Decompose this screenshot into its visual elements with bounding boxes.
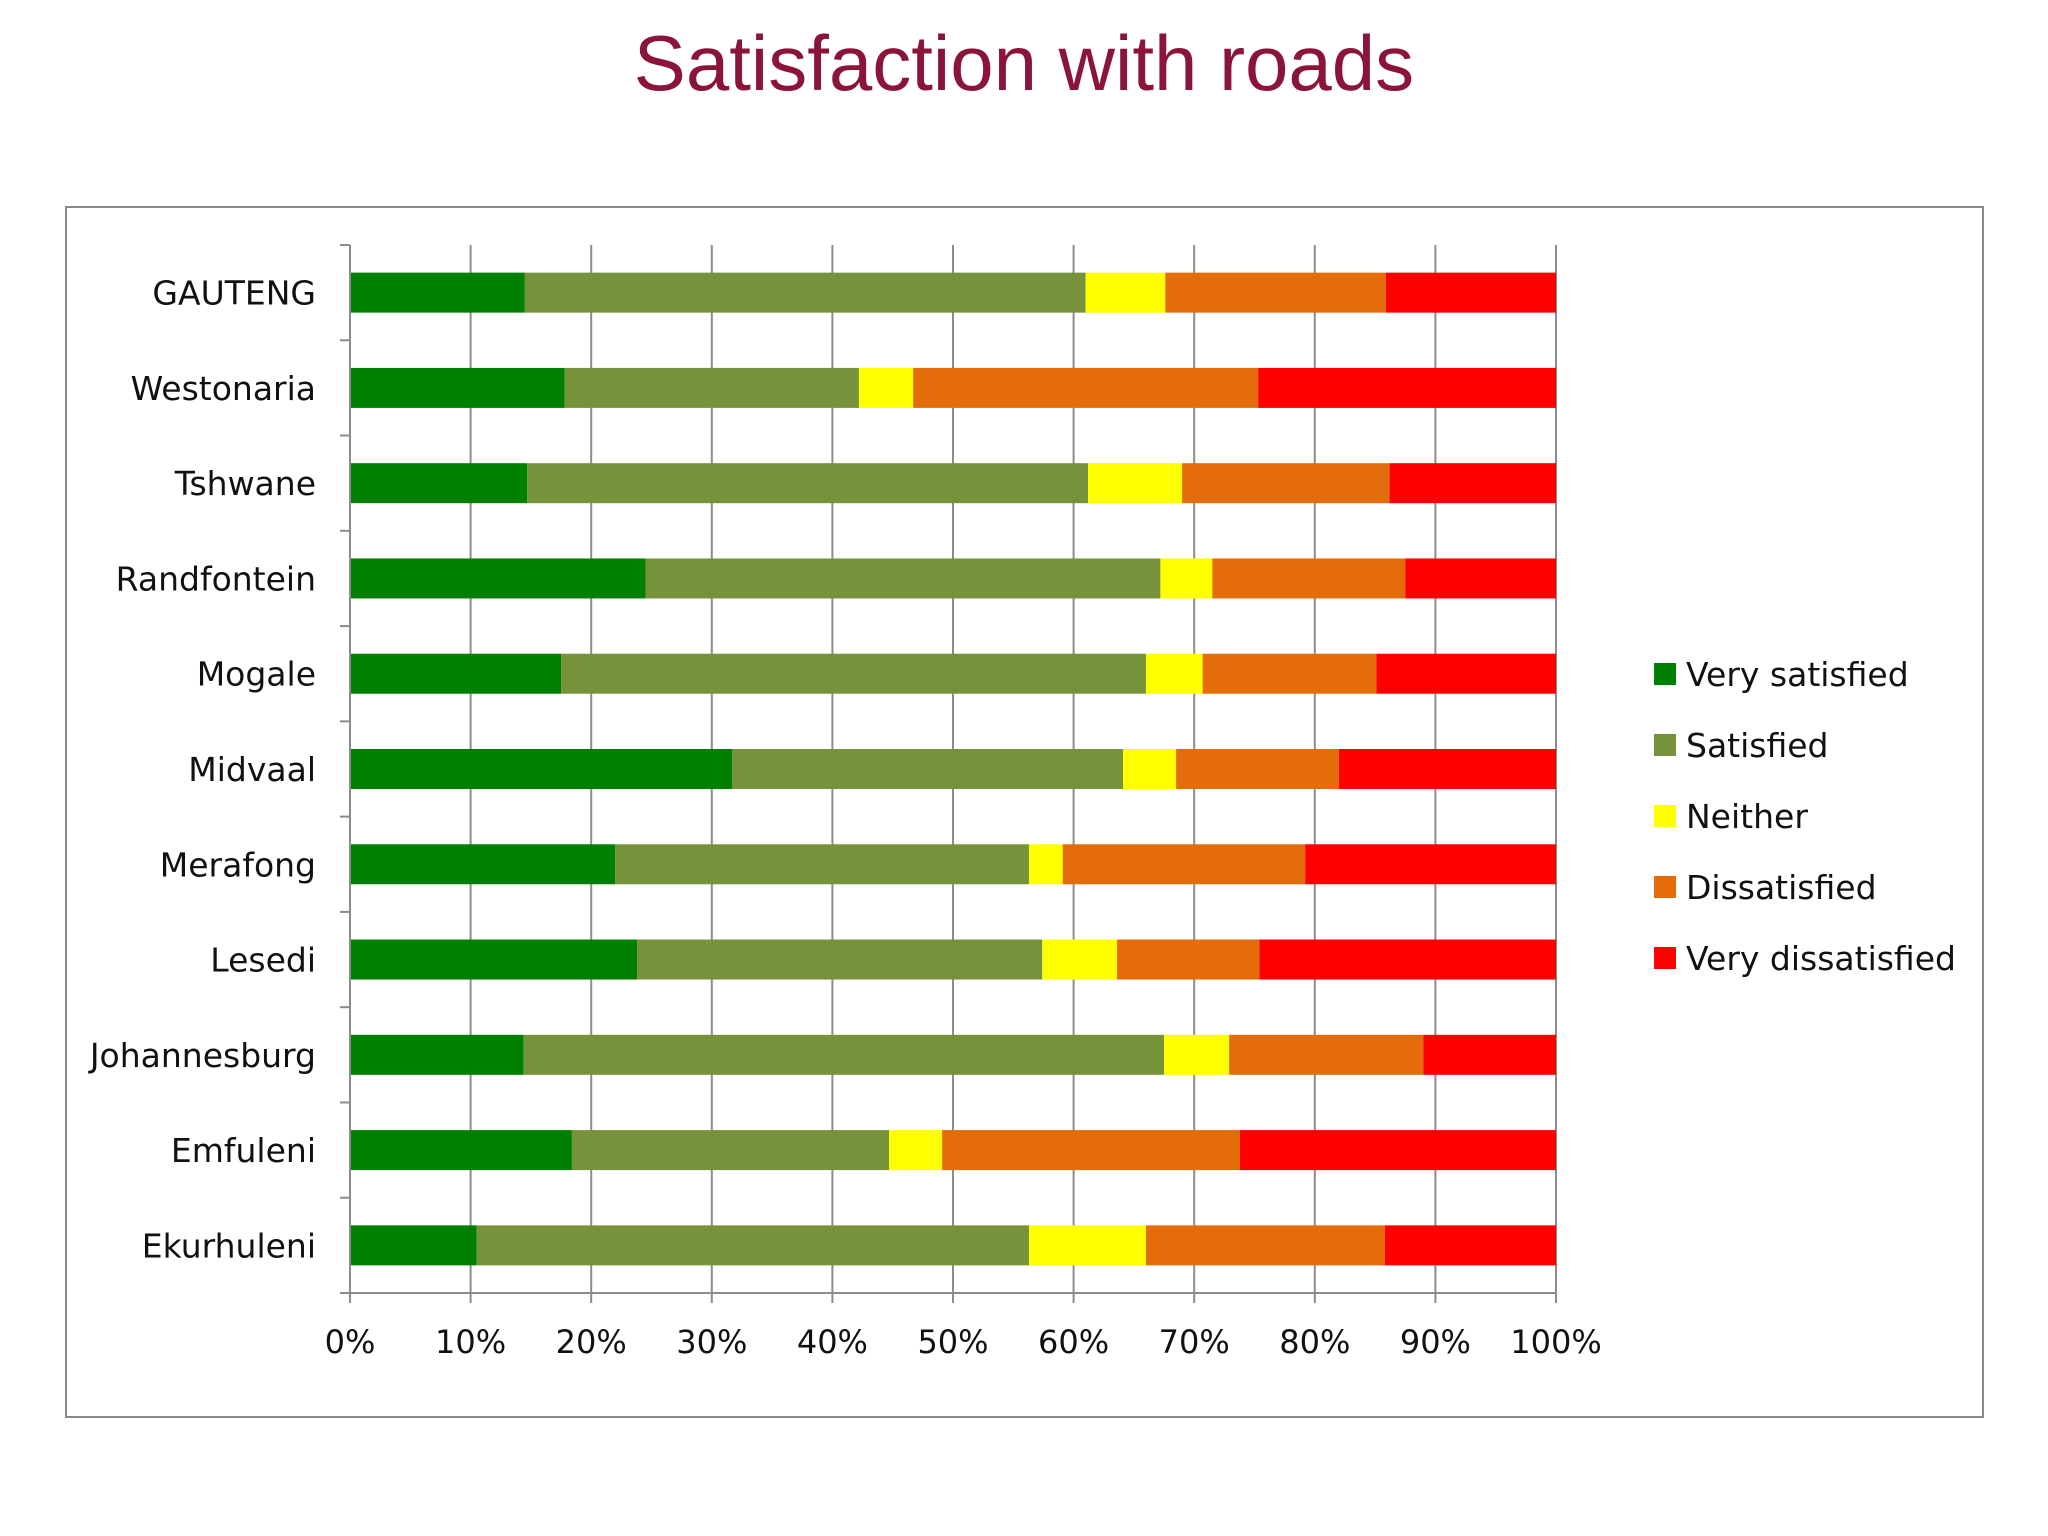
bar-segment xyxy=(350,1130,572,1171)
bar-segment xyxy=(942,1130,1241,1171)
legend-label: Satisfied xyxy=(1686,726,1829,765)
legend-label: Very dissatisfied xyxy=(1686,939,1956,978)
bar-segment xyxy=(1145,653,1203,694)
bar-segment xyxy=(1028,844,1063,885)
bar-segment xyxy=(1085,272,1166,313)
legend-swatch xyxy=(1654,805,1676,827)
category-label: Lesedi xyxy=(210,941,316,980)
legend: Very satisfied Satisfied Neither Dissatisfi… xyxy=(1654,655,1956,978)
x-tick-label: 90% xyxy=(1400,1323,1471,1361)
axes xyxy=(340,244,1557,1303)
bar-segment xyxy=(1164,1034,1230,1075)
bar-segment xyxy=(350,653,562,694)
x-tick-label: 40% xyxy=(797,1323,868,1361)
bar-segment xyxy=(350,1225,477,1266)
bar-segment xyxy=(350,367,565,408)
x-tick-label: 10% xyxy=(435,1323,506,1361)
bar-segment xyxy=(1042,939,1118,980)
legend-swatch xyxy=(1654,947,1676,969)
category-label: Ekurhuleni xyxy=(142,1226,316,1265)
bar-segment xyxy=(1305,844,1556,885)
category-label: Merafong xyxy=(160,845,316,884)
bar-segment xyxy=(1259,939,1556,980)
bar-segment xyxy=(1405,558,1556,599)
bar-segment xyxy=(1384,1225,1556,1266)
bar-segment xyxy=(1240,1130,1556,1171)
category-label: Emfuleni xyxy=(171,1131,316,1170)
bar-segment xyxy=(350,1034,524,1075)
category-labels: GAUTENG Westonaria Tshwane Randfontein Mogal… xyxy=(88,274,316,1266)
category-label: Westonaria xyxy=(131,369,316,408)
bar-segment xyxy=(637,939,1043,980)
bar-segment xyxy=(1062,844,1306,885)
category-label: Randfontein xyxy=(116,559,316,598)
bar-segment xyxy=(913,367,1259,408)
bar-segment xyxy=(645,558,1161,599)
category-label: Mogale xyxy=(197,655,316,694)
x-tick-label: 0% xyxy=(325,1323,376,1361)
bar-segment xyxy=(1376,653,1556,694)
bar-segment xyxy=(524,272,1086,313)
bar-segment xyxy=(561,653,1146,694)
bar-segment xyxy=(1338,749,1556,789)
legend-swatch xyxy=(1654,734,1676,756)
bar-segment xyxy=(564,367,859,408)
legend-label: Very satisfied xyxy=(1686,655,1909,694)
bar-segment xyxy=(858,367,914,408)
bar-segment xyxy=(1160,558,1213,599)
bar-segment xyxy=(350,272,525,313)
bar-segment xyxy=(1258,367,1556,408)
legend-swatch xyxy=(1654,876,1676,898)
bar-segment xyxy=(1145,1225,1385,1266)
bar-segment xyxy=(527,463,1089,504)
bar-segment xyxy=(571,1130,890,1171)
bar-segment xyxy=(1123,749,1177,789)
bar-segment xyxy=(1028,1225,1146,1266)
x-tick-label: 60% xyxy=(1038,1323,1109,1361)
bar-segment xyxy=(350,844,616,885)
bar-segment xyxy=(889,1130,943,1171)
bar-segment xyxy=(1117,939,1260,980)
bar-segment xyxy=(1389,463,1556,504)
page-title: Satisfaction with roads xyxy=(633,19,1415,107)
category-label: GAUTENG xyxy=(152,274,316,313)
x-tick-label: 70% xyxy=(1159,1323,1230,1361)
x-tick-label: 30% xyxy=(676,1323,747,1361)
stacked-bar-chart: GAUTENG Westonaria Tshwane Randfontein Mogal… xyxy=(88,244,1956,1361)
x-tick-label: 100% xyxy=(1510,1323,1601,1361)
bar-segment xyxy=(350,749,733,789)
bar-segment xyxy=(476,1225,1029,1266)
bar-segment xyxy=(1202,653,1377,694)
bar-segment xyxy=(1165,272,1386,313)
x-tick-labels: 0% 10% 20% 30% 40% 50% 60% 70% 80% 90% 100% xyxy=(325,1323,1602,1361)
legend-label: Neither xyxy=(1686,797,1808,836)
category-label: Tshwane xyxy=(174,464,316,503)
legend-swatch xyxy=(1654,663,1676,685)
bar-segment xyxy=(350,939,638,980)
legend-label: Dissatisfied xyxy=(1686,868,1877,907)
bar-segment xyxy=(1229,1034,1424,1075)
bar-segment xyxy=(1385,272,1556,313)
bar-segment xyxy=(1176,749,1339,789)
bar-segment xyxy=(1423,1034,1556,1075)
bar-segment xyxy=(350,558,646,599)
x-tick-label: 50% xyxy=(917,1323,988,1361)
chart-frame: GAUTENG Westonaria Tshwane Randfontein Mogal… xyxy=(65,206,1984,1418)
category-label: Johannesburg xyxy=(88,1036,316,1075)
bar-segment xyxy=(615,844,1029,885)
bars xyxy=(350,272,1556,1266)
bar-segment xyxy=(1088,463,1183,504)
bar-segment xyxy=(1212,558,1406,599)
x-tick-label: 20% xyxy=(556,1323,627,1361)
category-label: Midvaal xyxy=(188,750,316,789)
bar-segment xyxy=(732,749,1124,789)
x-tick-label: 80% xyxy=(1279,1323,1350,1361)
bar-segment xyxy=(523,1034,1165,1075)
bar-segment xyxy=(1182,463,1390,504)
bar-segment xyxy=(350,463,528,504)
